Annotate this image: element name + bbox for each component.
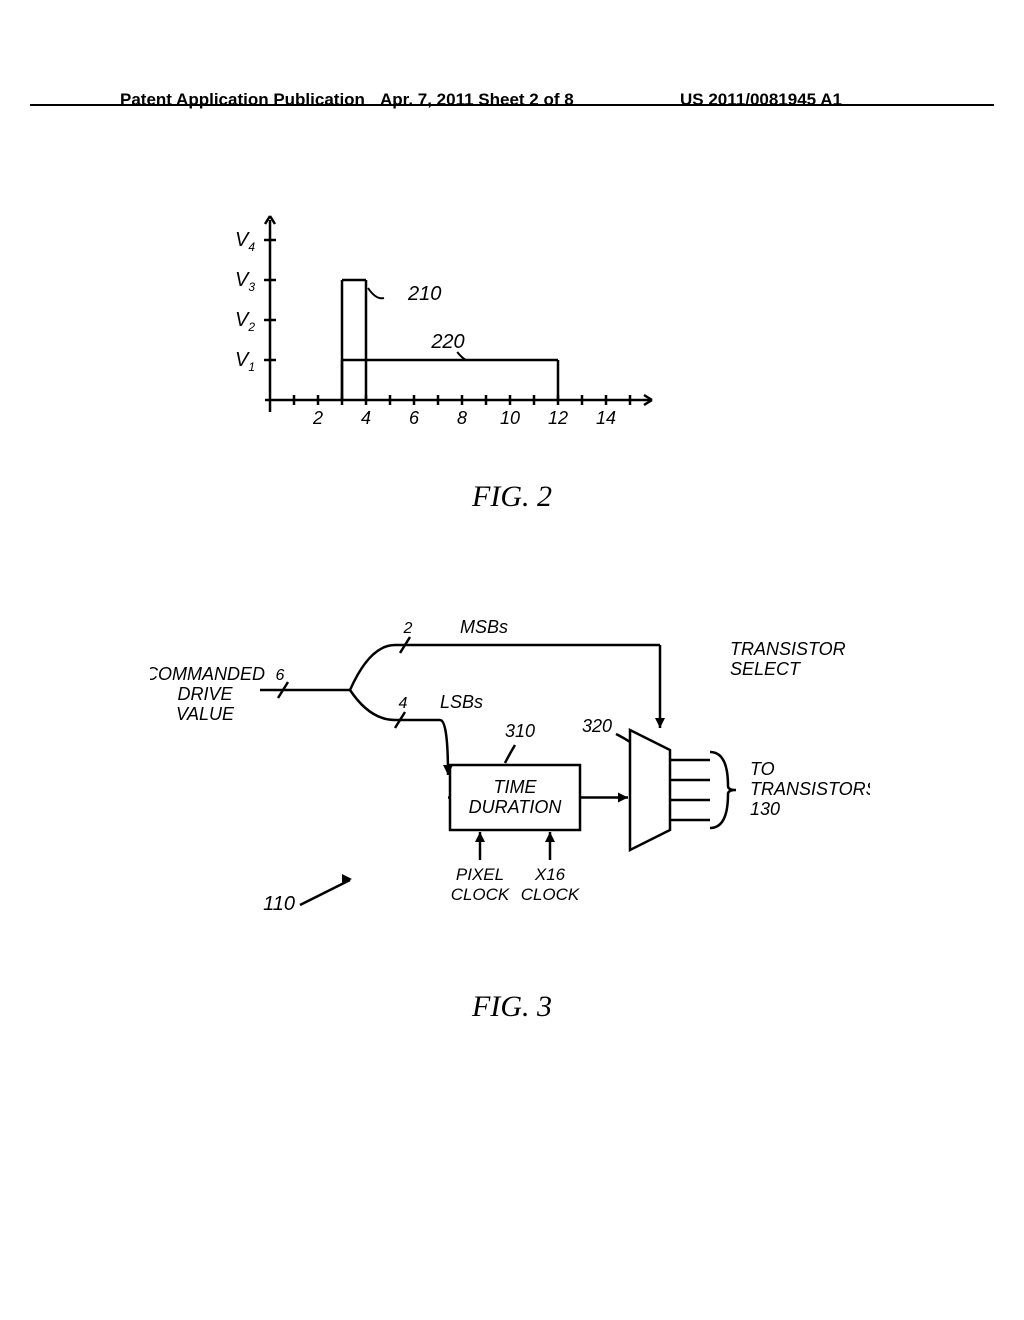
svg-text:2: 2 [312,408,323,428]
svg-text:V2: V2 [235,309,255,334]
figure-2: V1 V2 V3 V4 2 4 6 8 10 12 14 210 220 [200,200,700,480]
svg-text:6: 6 [276,667,285,684]
svg-text:4: 4 [361,408,371,428]
svg-text:COMMANDEDDRIVEVALUE: COMMANDEDDRIVEVALUE [150,664,265,724]
fig3-caption: FIG. 3 [0,990,1024,1024]
svg-text:12: 12 [548,408,568,428]
figure-3: COMMANDEDDRIVEVALUE62MSBsTRANSISTORSELEC… [150,600,770,950]
svg-text:10: 10 [500,408,520,428]
fig2-caption: FIG. 2 [0,480,1024,514]
header-center: Apr. 7, 2011 Sheet 2 of 8 [380,90,574,110]
svg-text:TOTRANSISTORS130: TOTRANSISTORS130 [750,759,870,819]
svg-text:TIMEDURATION: TIMEDURATION [469,777,563,817]
svg-text:X16CLOCK: X16CLOCK [521,865,580,904]
svg-text:14: 14 [596,408,616,428]
header-left: Patent Application Publication [120,90,365,110]
fig2-graph: V1 V2 V3 V4 2 4 6 8 10 12 14 210 220 [200,200,700,460]
svg-text:320: 320 [582,716,612,736]
svg-text:220: 220 [430,331,464,353]
svg-text:MSBs: MSBs [460,617,508,637]
svg-text:V3: V3 [235,269,255,294]
svg-text:310: 310 [505,721,535,741]
header-right: US 2011/0081945 A1 [680,90,842,110]
svg-text:210: 210 [407,283,441,305]
svg-text:2: 2 [403,620,413,637]
svg-text:PIXELCLOCK: PIXELCLOCK [451,865,510,904]
svg-text:V4: V4 [235,229,255,254]
svg-text:V1: V1 [235,349,255,374]
fig3-block-diagram: COMMANDEDDRIVEVALUE 6 2 MSBs TRANSISTORSELEC… [150,600,870,960]
svg-text:110: 110 [263,893,295,915]
svg-text:8: 8 [457,408,467,428]
svg-text:6: 6 [409,408,420,428]
svg-text:LSBs: LSBs [440,692,483,712]
svg-text:4: 4 [399,695,408,712]
patent-header: Patent Application Publication Apr. 7, 2… [0,80,1024,106]
svg-text:TRANSISTORSELECT: TRANSISTORSELECT [730,639,846,679]
